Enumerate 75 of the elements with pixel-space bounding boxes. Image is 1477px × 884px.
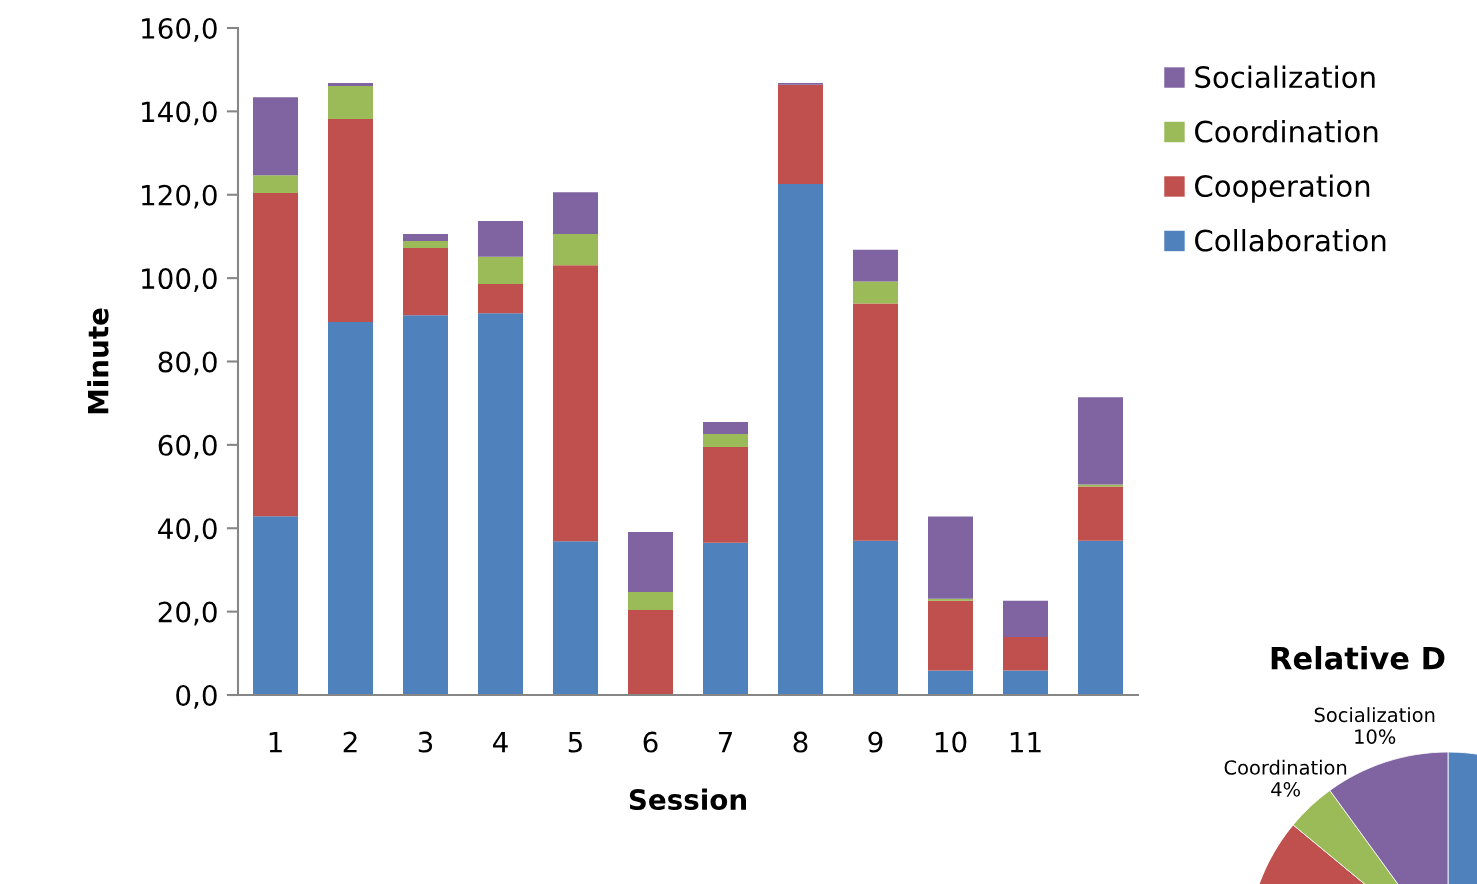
x-tick-label: 9 <box>868 731 883 753</box>
legend-label: Coordination <box>1195 120 1378 143</box>
y-tick-label: 120,0 <box>142 184 217 209</box>
bar <box>403 315 448 695</box>
legend-label: Collaboration <box>1195 229 1386 252</box>
bar <box>928 598 973 601</box>
y-tick-label: 40,0 <box>158 518 217 543</box>
y-tick-label: 100,0 <box>142 268 217 292</box>
chart-title: Relative D <box>1271 646 1445 670</box>
bar <box>628 592 673 610</box>
bar <box>703 446 748 543</box>
bar <box>478 221 523 257</box>
bar <box>328 85 373 119</box>
bar <box>853 540 898 695</box>
bar <box>553 233 598 266</box>
legend-label: Socialization <box>1195 65 1375 89</box>
bar <box>403 233 448 242</box>
bar <box>253 193 298 517</box>
bar <box>628 532 673 593</box>
legend-label: Cooperation <box>1195 174 1370 203</box>
bar <box>1078 486 1123 541</box>
x-tick-label: 8 <box>793 731 808 753</box>
x-tick-label: 2 <box>343 731 357 753</box>
bar <box>1078 397 1123 485</box>
y-axis-title: Minute <box>87 308 109 414</box>
bar <box>328 118 373 322</box>
bar <box>553 192 598 234</box>
bar <box>703 434 748 447</box>
bar <box>328 83 373 86</box>
x-axis-title: Session <box>629 788 746 811</box>
y-tick-label: 80,0 <box>158 351 217 376</box>
bar <box>478 283 523 314</box>
bar <box>703 421 748 435</box>
x-tick-label: 5 <box>568 731 582 753</box>
bar <box>403 248 448 316</box>
y-tick-label: 20,0 <box>158 601 217 626</box>
data-label: 4% <box>1271 781 1300 797</box>
y-tick-label: 0,0 <box>176 684 217 709</box>
bar <box>1003 637 1048 671</box>
bar <box>1003 600 1048 638</box>
slice-label: Socialization <box>1314 707 1435 723</box>
bar <box>1078 540 1123 695</box>
bar <box>253 175 298 194</box>
bar <box>928 600 973 671</box>
x-tick-label: 10 <box>935 731 967 753</box>
bar <box>928 670 973 695</box>
bar <box>553 541 598 695</box>
bar <box>1003 670 1048 695</box>
y-tick-label: 140,0 <box>142 101 217 126</box>
bar <box>253 97 298 176</box>
bar <box>853 303 898 541</box>
x-tick-label: 6 <box>643 731 658 753</box>
bar <box>928 516 973 599</box>
y-tick-label: 60,0 <box>158 434 217 459</box>
bar <box>553 265 598 542</box>
bar <box>328 321 373 695</box>
x-tick-label: 1 <box>269 731 282 753</box>
data-label: 10% <box>1355 729 1396 744</box>
x-tick-label: 11 <box>1010 731 1041 753</box>
x-tick-label: 4 <box>493 731 508 753</box>
bar <box>1078 484 1123 487</box>
bar <box>853 249 898 282</box>
bar <box>778 84 823 184</box>
bar <box>778 183 823 695</box>
bar <box>703 542 748 695</box>
y-tick-label: 160,0 <box>142 17 217 42</box>
bar <box>853 281 898 304</box>
x-tick-label: 7 <box>718 731 732 753</box>
bar <box>478 256 523 284</box>
bar <box>478 313 523 695</box>
bar <box>253 516 298 695</box>
slice-label: Coordination <box>1224 759 1347 775</box>
bar <box>403 241 448 249</box>
bar <box>628 609 673 695</box>
x-tick-label: 3 <box>418 731 433 753</box>
